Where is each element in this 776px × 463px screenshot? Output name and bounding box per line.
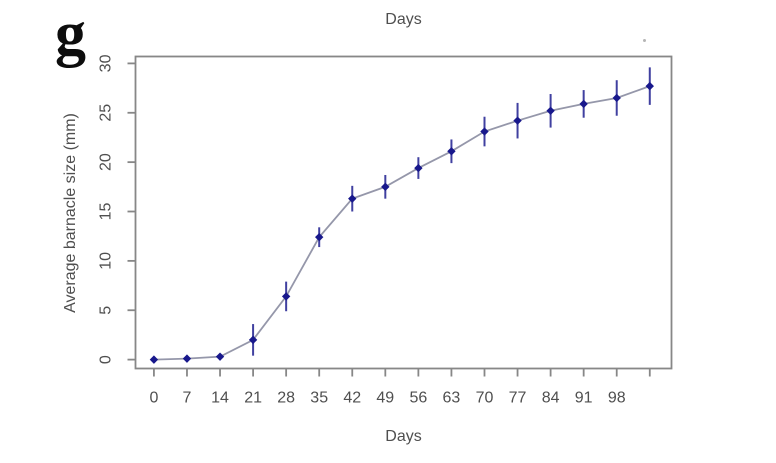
x-tick-label: 63 bbox=[443, 390, 461, 407]
y-tick-label: 20 bbox=[98, 153, 115, 171]
x-axis-label: Days bbox=[385, 428, 422, 445]
y-tick-label: 0 bbox=[98, 355, 115, 364]
x-tick-label: 0 bbox=[149, 390, 158, 407]
data-point bbox=[513, 116, 522, 125]
x-tick-label: 49 bbox=[376, 390, 394, 407]
data-point bbox=[381, 182, 390, 192]
stray-dot bbox=[643, 39, 646, 42]
data-point bbox=[315, 232, 324, 242]
data-point bbox=[215, 352, 225, 361]
y-tick-label: 10 bbox=[98, 252, 115, 270]
data-point bbox=[612, 93, 621, 103]
y-axis-label: Average barnacle size (mm) bbox=[62, 113, 79, 313]
x-tick-label: 77 bbox=[509, 390, 527, 407]
data-point bbox=[149, 355, 159, 364]
data-point bbox=[447, 147, 456, 156]
data-point bbox=[182, 354, 192, 363]
plot-box bbox=[134, 55, 673, 370]
chart-title: Days bbox=[385, 11, 422, 28]
x-tick-label: 35 bbox=[310, 390, 328, 407]
x-tick-label: 91 bbox=[575, 390, 593, 407]
data-point bbox=[281, 292, 291, 301]
panel-letter: g bbox=[55, 0, 86, 68]
x-tick-label: 14 bbox=[211, 390, 229, 407]
y-tick-label: 30 bbox=[98, 54, 115, 72]
x-tick-label: 98 bbox=[608, 390, 626, 407]
y-tick-label: 15 bbox=[98, 203, 115, 221]
data-point bbox=[248, 335, 258, 345]
data-point bbox=[579, 99, 588, 109]
data-point bbox=[546, 106, 555, 116]
x-tick-label: 42 bbox=[343, 390, 361, 407]
x-tick-label: 56 bbox=[409, 390, 427, 407]
x-tick-label: 84 bbox=[542, 390, 560, 407]
data-line bbox=[153, 85, 651, 361]
data-point bbox=[348, 194, 357, 203]
x-tick-label: 28 bbox=[277, 390, 295, 407]
x-tick-label: 21 bbox=[244, 390, 262, 407]
data-point bbox=[414, 163, 423, 173]
x-tick-label: 7 bbox=[183, 390, 192, 407]
data-point bbox=[645, 81, 654, 91]
y-tick-label: 25 bbox=[98, 104, 115, 122]
y-tick-label: 5 bbox=[98, 306, 115, 315]
data-point bbox=[480, 127, 489, 136]
x-tick-label: 70 bbox=[476, 390, 494, 407]
